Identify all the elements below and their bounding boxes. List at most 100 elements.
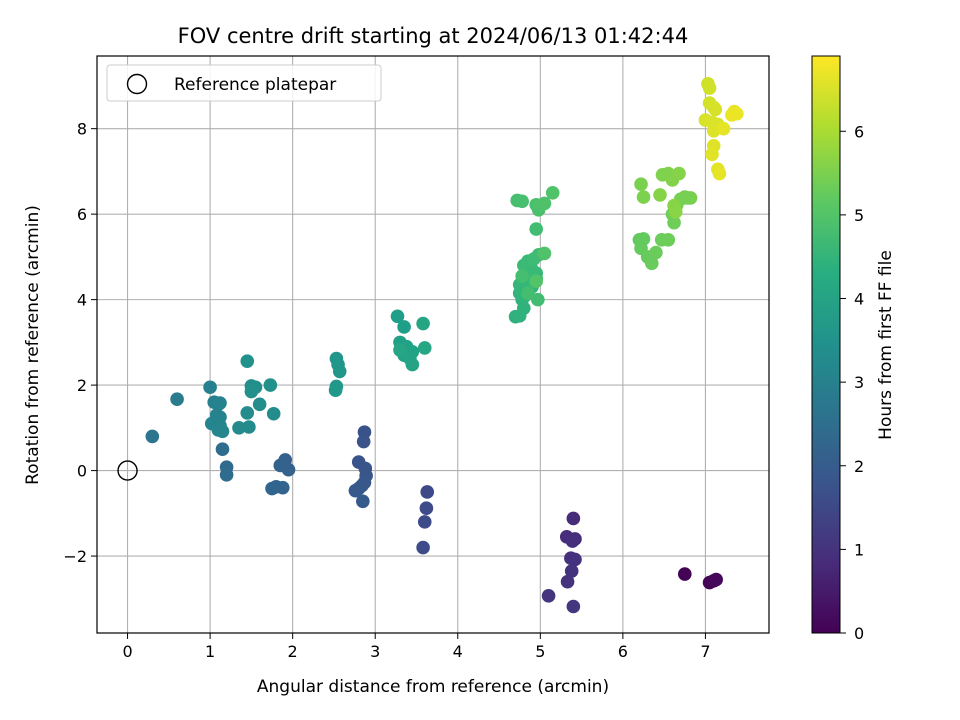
data-point (636, 190, 651, 204)
data-point (219, 468, 234, 482)
x-tick-label: 0 (122, 642, 132, 661)
colorbar-gradient (811, 55, 841, 634)
data-point (560, 574, 575, 589)
data-point (566, 511, 581, 526)
data-point (332, 364, 347, 379)
legend-marker (126, 73, 148, 95)
data-point (240, 406, 255, 420)
data-point (240, 354, 255, 368)
data-point (170, 392, 184, 407)
data-point (537, 196, 552, 211)
x-tick-label: 4 (453, 642, 463, 661)
legend: Reference platepar (106, 64, 382, 102)
y-tick-label: 8 (77, 120, 87, 139)
x-tick-label: 3 (370, 642, 380, 661)
data-point (705, 147, 719, 162)
data-point (565, 534, 580, 548)
data-point (215, 424, 230, 439)
data-point (215, 442, 230, 457)
data-point (356, 494, 370, 509)
data-point (420, 485, 435, 499)
data-point (244, 384, 259, 399)
colorbar-tick-label: 2 (854, 457, 864, 476)
data-point (328, 383, 343, 398)
data-point (417, 515, 432, 529)
data-point (515, 269, 529, 283)
data-point (265, 481, 279, 496)
data-point (145, 429, 160, 444)
legend-box (106, 64, 382, 102)
data-point (242, 420, 256, 434)
data-point (390, 309, 405, 324)
data-point (702, 81, 717, 95)
data-point (521, 286, 535, 301)
data-point (649, 245, 663, 260)
data-point (683, 191, 698, 205)
reference-point-marker (117, 460, 138, 481)
data-point (273, 458, 288, 473)
data-point (712, 166, 727, 181)
data-point (416, 540, 430, 555)
x-tick-label: 6 (618, 642, 628, 661)
colorbar-tick-label: 6 (854, 122, 864, 141)
colorbar-tick-label: 1 (854, 540, 864, 559)
x-tick-label: 2 (288, 642, 298, 661)
data-point (568, 552, 582, 567)
data-point (653, 188, 667, 202)
y-tick-label: 6 (77, 205, 87, 224)
data-point (232, 421, 246, 435)
data-point (566, 599, 581, 614)
data-point (397, 320, 411, 334)
data-point (531, 292, 545, 307)
data-point (252, 397, 267, 412)
data-point (416, 316, 430, 331)
x-tick-label: 7 (700, 642, 710, 661)
colorbar-label: Hours from first FF file (876, 250, 896, 440)
data-point (709, 572, 723, 587)
data-point (672, 166, 686, 181)
colorbar-tick-label: 4 (854, 290, 864, 309)
data-points (145, 76, 744, 614)
grid-lines (97, 56, 769, 633)
data-point (537, 246, 552, 261)
y-tick-label: 0 (77, 462, 87, 481)
data-point (405, 357, 420, 372)
y-tick-label: 4 (77, 291, 87, 310)
legend-label: Reference platepar (174, 75, 336, 95)
data-point (541, 589, 556, 603)
data-point (393, 343, 407, 357)
data-point (708, 102, 723, 117)
x-axis-ticks: 0 1 2 3 4 5 6 7 (122, 633, 711, 661)
data-point (661, 232, 676, 247)
colorbar-tick-label: 5 (854, 206, 864, 225)
data-point (266, 406, 281, 421)
data-point (716, 121, 731, 136)
data-point (348, 483, 363, 498)
x-axis-label: Angular distance from reference (arcmin) (257, 677, 609, 697)
data-point (419, 501, 434, 515)
data-point (529, 222, 543, 236)
data-point (545, 185, 560, 200)
data-point (564, 564, 579, 578)
data-point (677, 567, 692, 581)
x-tick-label: 5 (535, 642, 545, 661)
data-point (275, 480, 290, 495)
y-tick-label: 2 (77, 376, 87, 395)
y-axis-ticks: −2 0 2 4 6 8 (63, 120, 97, 566)
data-point (417, 341, 432, 355)
data-point (515, 194, 529, 209)
y-tick-label: −2 (63, 547, 87, 566)
data-point (213, 396, 227, 410)
data-point (725, 108, 739, 122)
chart-title: FOV centre drift starting at 2024/06/13 … (178, 24, 689, 48)
plot-frame (96, 55, 770, 634)
data-point (634, 177, 648, 192)
colorbar-tick-label: 3 (854, 373, 864, 392)
colorbar: 0 1 2 3 4 5 6 Hours from first FF file (811, 55, 896, 643)
data-point (644, 256, 659, 271)
x-tick-label: 1 (205, 642, 215, 661)
data-point (529, 274, 543, 289)
colorbar-tick-label: 0 (854, 624, 864, 643)
y-axis-label: Rotation from reference (arcmin) (23, 205, 43, 485)
